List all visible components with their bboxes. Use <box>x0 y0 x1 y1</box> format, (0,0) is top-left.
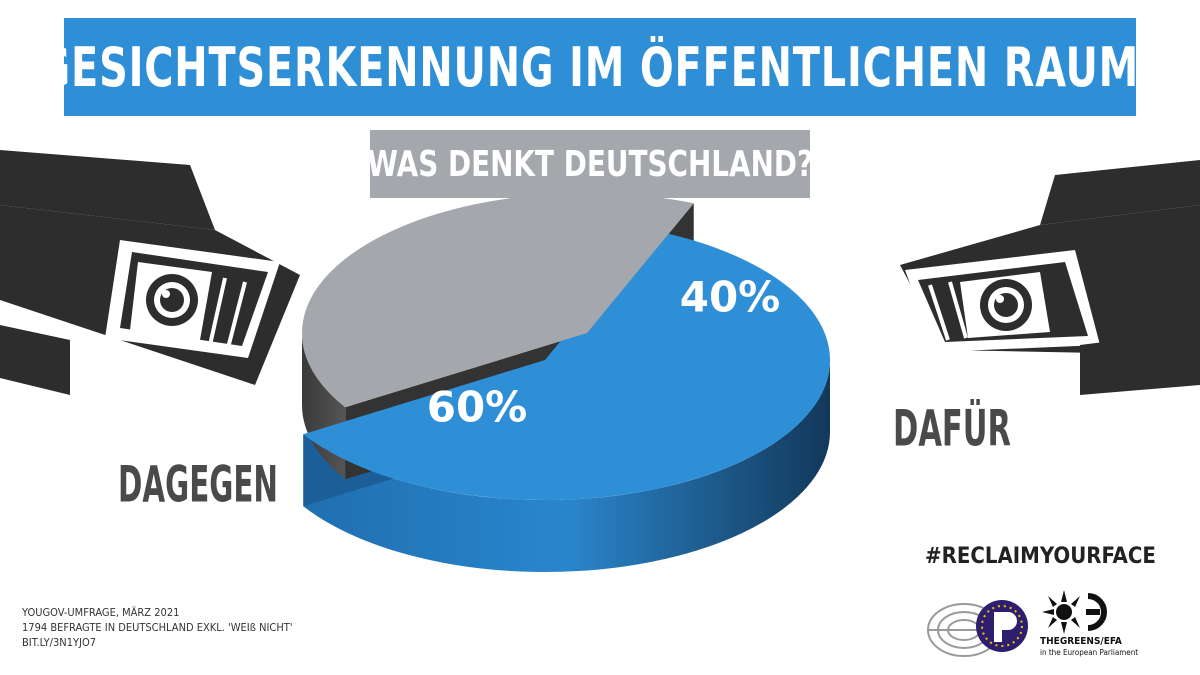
source-footnote: YOUGOV-UMFRAGE, MÄRZ 2021 1794 BEFRAGTE … <box>22 605 293 650</box>
title-banner: GESICHTSERKENNUNG IM ÖFFENTLICHEN RAUM? <box>37 18 1162 116</box>
greens-efa-wordmark: THEGREENS/EFA in the European Parliament <box>1040 636 1138 658</box>
footnote-line: 1794 BEFRAGTE IN DEUTSCHLAND EXKL. 'WEIß… <box>22 621 293 634</box>
pie-category-label: DAGEGEN <box>118 456 278 514</box>
cctv-camera-icon-right <box>900 160 1200 395</box>
pie-value-label: 60% <box>427 383 528 432</box>
page-subtitle: WAS DENKT DEUTSCHLAND? <box>367 143 813 185</box>
hashtag: #RECLAIMYOURFACE <box>925 544 1156 569</box>
footnote-line: YOUGOV-UMFRAGE, MÄRZ 2021 <box>22 606 180 619</box>
greens-efa-logo <box>1042 590 1107 634</box>
pie-slice-dafür <box>302 192 694 408</box>
subtitle-banner: WAS DENKT DEUTSCHLAND? <box>367 130 813 198</box>
pie-slice-side-dagegen <box>303 360 831 573</box>
footnote-line: BIT.LY/3N1YJO7 <box>22 636 97 649</box>
pie-value-label: 40% <box>680 273 781 322</box>
pie-slices-layer <box>302 192 831 573</box>
greens-name: THEGREENS/EFA <box>1040 636 1122 647</box>
greens-subtitle: in the European Parliament <box>1040 648 1139 657</box>
pie-labels-layer: 60% DAGEGEN 40% DAFÜR <box>118 273 1011 514</box>
pie-category-label: DAFÜR <box>893 399 1011 458</box>
pirate-party-logo <box>976 600 1028 652</box>
page-title: GESICHTSERKENNUNG IM ÖFFENTLICHEN RAUM? <box>37 35 1163 99</box>
cctv-camera-icon-left <box>0 150 300 395</box>
pie-slice-dagegen <box>303 230 831 500</box>
european-parliament-logo <box>927 600 1028 657</box>
